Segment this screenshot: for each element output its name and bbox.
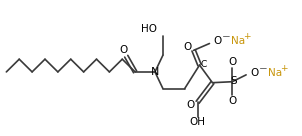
Text: −: − — [222, 32, 231, 42]
Text: O: O — [228, 96, 236, 106]
Text: O: O — [214, 36, 222, 46]
Text: −: − — [259, 64, 268, 74]
Text: Na: Na — [268, 68, 282, 78]
Text: N: N — [151, 67, 159, 77]
Text: O: O — [187, 100, 195, 110]
Text: C: C — [201, 60, 207, 69]
Text: +: + — [243, 32, 251, 41]
Text: O: O — [184, 42, 192, 52]
Text: O: O — [228, 57, 236, 67]
Text: Na: Na — [231, 36, 246, 46]
Text: S: S — [230, 76, 236, 86]
Text: +: + — [280, 64, 287, 73]
Text: O: O — [119, 45, 127, 55]
Text: O: O — [250, 68, 258, 78]
Text: OH: OH — [190, 117, 206, 127]
Text: HO: HO — [141, 24, 157, 34]
